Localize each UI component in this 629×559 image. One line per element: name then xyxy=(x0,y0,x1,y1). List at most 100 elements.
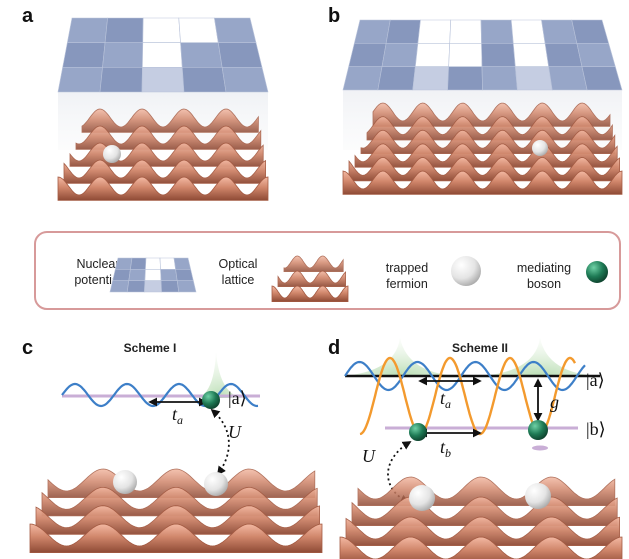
panel-label-c: c xyxy=(22,337,33,359)
potential-tile xyxy=(62,42,106,68)
legend-fermion-line1: trapped xyxy=(386,261,428,275)
panel-label-a: a xyxy=(22,5,34,27)
legend-nuclear-line1: Nuclear xyxy=(76,257,119,271)
potential-tile xyxy=(176,280,197,293)
potential-tile xyxy=(159,257,176,270)
panel-label-d: d xyxy=(328,337,340,359)
potential-tile xyxy=(581,66,623,91)
potential-tile xyxy=(412,66,449,91)
interaction-arrow-c xyxy=(210,408,230,476)
panel-label-b: b xyxy=(328,5,340,27)
potential-tile xyxy=(180,42,223,68)
fermion-d-1 xyxy=(409,485,435,511)
potential-tile xyxy=(449,19,482,44)
potential-tile xyxy=(104,17,144,43)
potential-tile xyxy=(175,269,194,281)
potential-tile xyxy=(512,43,550,67)
potential-tile xyxy=(353,19,391,44)
panel-d: Scheme II ta tb g |a⟩ |b⟩ U xyxy=(339,338,623,559)
potential-tile xyxy=(178,17,219,43)
potential-tile xyxy=(447,66,483,91)
potential-tile xyxy=(128,269,146,281)
lattice-ridge xyxy=(277,270,346,287)
potential-tile xyxy=(181,67,227,93)
potential-tile xyxy=(548,66,588,91)
potential-tile xyxy=(145,257,161,270)
trapped-fermion-b xyxy=(532,140,548,156)
lattice-ridge xyxy=(69,142,264,167)
potential-tile xyxy=(414,43,451,67)
optical-lattice-b xyxy=(342,102,623,195)
potential-tile xyxy=(544,43,583,67)
boson-shadow-d xyxy=(532,445,548,451)
potential-tile xyxy=(385,19,421,44)
potential-tile xyxy=(57,67,103,93)
potential-tile xyxy=(142,42,183,68)
potential-tile xyxy=(144,269,162,281)
potential-tile xyxy=(99,67,143,93)
legend-optical-line1: Optical xyxy=(219,257,258,271)
potential-tile xyxy=(448,43,483,67)
lattice-ridge xyxy=(29,523,323,553)
potential-tile xyxy=(417,19,452,44)
potential-tile xyxy=(217,42,263,68)
ket-b-d: |b⟩ xyxy=(586,419,606,439)
potential-tile xyxy=(66,17,108,43)
legend-optical-line2: lattice xyxy=(222,273,255,287)
potential-tile xyxy=(160,269,178,281)
boson-d-left xyxy=(409,423,427,441)
legend-boson-line1: mediating xyxy=(517,261,571,275)
potential-tile xyxy=(377,66,416,91)
potential-tile xyxy=(571,19,610,44)
legend-boson-icon xyxy=(586,261,608,283)
potential-tile xyxy=(515,66,553,91)
optical-lattice-c xyxy=(29,468,323,553)
boson-c xyxy=(202,391,220,409)
fermion-c-1 xyxy=(113,470,137,494)
lattice-ridge xyxy=(283,255,344,272)
interaction-label-d: U xyxy=(362,446,376,466)
potential-tile xyxy=(510,19,546,44)
optical-lattice-d xyxy=(339,476,623,559)
nuclear-potential-grid-b xyxy=(342,19,623,91)
potential-tile xyxy=(381,43,419,67)
legend-nuclear-icon xyxy=(109,257,197,293)
potential-tile xyxy=(160,280,180,293)
potential-tile xyxy=(348,43,387,67)
fermion-c-2 xyxy=(204,472,228,496)
lattice-ridge xyxy=(372,102,611,127)
ket-a-c: |a⟩ xyxy=(228,388,247,408)
scheme-2-title: Scheme II xyxy=(452,341,508,355)
interaction-arrow-d xyxy=(387,441,412,504)
boson-d-right xyxy=(528,420,548,440)
trapped-fermion-a xyxy=(103,145,121,163)
scheme-1-title: Scheme I xyxy=(124,341,177,355)
hop-a-label-d: ta xyxy=(440,388,451,411)
ket-a-d: |a⟩ xyxy=(586,370,605,390)
potential-tile xyxy=(112,269,131,281)
boson-peak-c xyxy=(195,352,244,398)
potential-tile xyxy=(114,257,133,270)
hop-b-label-d: tb xyxy=(440,437,451,460)
nuclear-potential-grid-a xyxy=(57,17,269,93)
lattice-ridge xyxy=(57,176,269,201)
coupling-label-d: g xyxy=(550,392,559,412)
potential-tile xyxy=(102,42,144,68)
potential-tile xyxy=(541,19,578,44)
panel-a xyxy=(57,17,269,201)
potential-tile xyxy=(126,280,146,293)
legend-boson-line2: boson xyxy=(527,277,561,291)
panel-c: Scheme I ta |a⟩ U xyxy=(29,341,323,553)
potential-tile xyxy=(480,19,514,44)
potential-tile xyxy=(576,43,616,67)
lattice-ridge xyxy=(342,170,623,195)
lattice-ridge xyxy=(63,159,266,184)
potential-tile xyxy=(144,280,162,293)
potential-tile xyxy=(141,67,185,93)
potential-tile xyxy=(173,257,192,270)
panel-b xyxy=(342,19,623,195)
potential-tile xyxy=(481,66,518,91)
boson-peak-d-right xyxy=(480,338,600,376)
legend-lattice-icon xyxy=(271,255,349,302)
